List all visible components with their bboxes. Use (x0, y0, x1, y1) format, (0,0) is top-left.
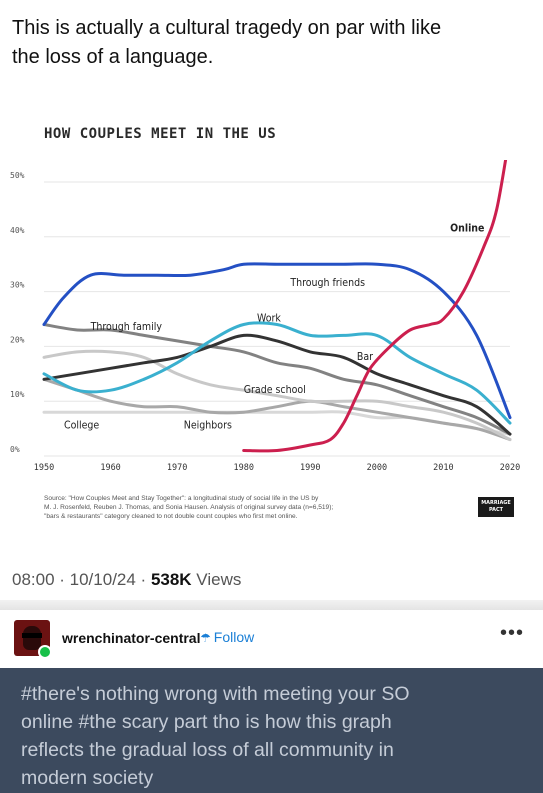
post-meta: 08:00 · 10/10/24 · 538K Views (12, 570, 241, 590)
post-text-line: the loss of a language. (12, 46, 214, 68)
reblog-header: wrenchinator-central ☂ Follow ••• (0, 614, 543, 666)
more-options-icon[interactable]: ••• (500, 622, 525, 644)
source-line: "bars & restaurants" category cleaned to… (44, 513, 298, 520)
views-label: Views (191, 570, 242, 589)
follow-button[interactable]: ☂ Follow (200, 629, 255, 645)
post-timestamp: 08:00 · 10/10/24 · (12, 570, 151, 589)
post-text-line: This is actually a cultural tragedy on p… (12, 17, 442, 39)
follow-icon: ☂ (200, 631, 211, 645)
series-line-neighbors (42, 377, 512, 442)
y-tick-label: 40% (10, 226, 25, 235)
chart-source: Source: "How Couples Meet and Stay Toget… (44, 494, 464, 521)
x-tick-label: 2000 (367, 463, 387, 473)
y-tick-label: 30% (10, 281, 25, 290)
x-tick-label: 2020 (500, 463, 520, 473)
username-link[interactable]: wrenchinator-central (62, 630, 201, 646)
source-line: Source: "How Couples Meet and Stay Toget… (44, 495, 319, 502)
tag-line[interactable]: #there's nothing wrong with meeting your… (21, 683, 410, 705)
tag-line[interactable]: reflects the gradual loss of all communi… (21, 739, 394, 761)
x-tick-label: 2010 (433, 463, 453, 473)
series-label: Bar (357, 351, 373, 363)
y-tick-label: 0% (10, 445, 20, 454)
x-tick-label: 1950 (34, 463, 54, 473)
post-divider (0, 600, 543, 610)
avatar[interactable] (14, 620, 50, 656)
couples-chart: 0% 10% 20% 30% 40% 50% 1950 1960 1970 1980 1990 200… (10, 160, 520, 473)
marriage-pact-logo: MARRIAGE PACT (478, 497, 514, 517)
tag-line[interactable]: modern society (21, 767, 154, 789)
series-label: Through family (90, 321, 163, 333)
series-line-bar (42, 333, 512, 436)
series-label: Through friends (289, 277, 365, 289)
post-text: This is actually a cultural tragedy on p… (12, 14, 532, 72)
y-tick-label: 20% (10, 335, 25, 344)
x-tick-label: 1990 (300, 463, 320, 473)
series-label: College (64, 420, 99, 432)
series-line-online (242, 160, 508, 453)
series-line-through-family (42, 323, 512, 436)
series-line-through-friends (42, 262, 512, 420)
series-line-work (42, 321, 512, 425)
series-label: Grade school (244, 384, 306, 396)
view-count: 538K (150, 570, 192, 589)
series-label: Neighbors (184, 420, 232, 432)
reblog-tags: #there's nothing wrong with meeting your… (0, 668, 543, 793)
source-line: M. J. Rosenfeld, Reuben J. Thomas, and S… (44, 504, 334, 511)
series-label: Work (257, 313, 281, 325)
chart-title: HOW COUPLES MEET IN THE US (44, 126, 277, 142)
y-tick-label: 10% (10, 390, 25, 399)
online-status-icon (38, 645, 52, 659)
series-line-grade-school (42, 349, 512, 442)
x-tick-label: 1980 (233, 463, 253, 473)
x-tick-label: 1960 (100, 463, 120, 473)
series-label: Online (450, 222, 484, 234)
y-tick-label: 50% (10, 171, 25, 180)
x-tick-label: 1970 (167, 463, 187, 473)
tag-line[interactable]: online #the scary part tho is how this g… (21, 711, 392, 733)
